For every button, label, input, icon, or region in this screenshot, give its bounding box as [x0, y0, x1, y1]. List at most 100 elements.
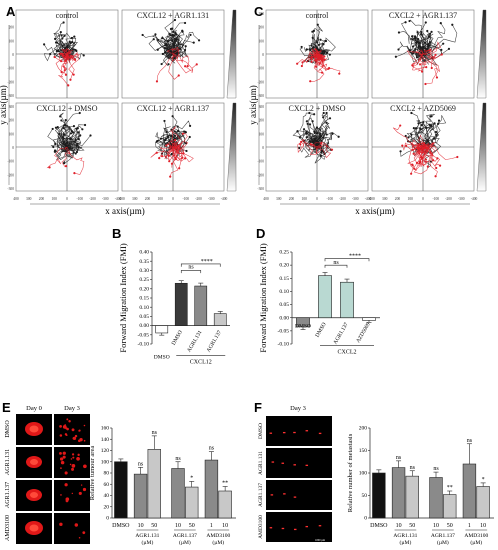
cell-track-endpoint	[72, 125, 76, 128]
cell-track	[148, 39, 174, 55]
cell-track	[305, 139, 322, 155]
axis-tick-label: -100	[7, 160, 14, 164]
data-bar	[405, 475, 419, 519]
cell-track-endpoint	[316, 23, 319, 26]
cell-track-endpoint	[430, 30, 433, 33]
cell-track-endpoint	[168, 160, 171, 163]
cell-track-endpoint	[433, 122, 436, 125]
tumour-cell-spot	[68, 419, 71, 423]
cell-track-endpoint	[181, 132, 185, 135]
cell-track-endpoint	[306, 122, 309, 125]
cell-track	[66, 124, 86, 148]
axis-tick-label: 0	[172, 197, 174, 201]
cell-track-endpoint	[425, 65, 428, 69]
category-label: DMSO	[315, 322, 328, 339]
cell-track-endpoint	[69, 78, 72, 81]
cell-track-endpoint	[302, 128, 306, 131]
y-tick-label: 0	[106, 516, 109, 522]
cell-track-endpoint	[319, 154, 323, 157]
axis-tick-label: 200	[9, 119, 15, 123]
significance-label: **	[222, 481, 228, 487]
cell-track	[150, 146, 174, 158]
cell-track-endpoint	[397, 48, 400, 51]
cell-track-endpoint	[404, 134, 407, 138]
y-axis-label: y axis(µm)	[248, 85, 258, 124]
cell-track-endpoint	[72, 151, 75, 154]
y-tick-label: 0.10	[139, 305, 149, 311]
cell-track-endpoint	[424, 158, 428, 161]
cell-track-endpoint	[438, 164, 442, 167]
cell-track-endpoint	[69, 42, 72, 45]
axis-tick-label: 100	[408, 197, 414, 201]
metastasis-spot	[293, 431, 296, 434]
column-header: Day 3	[64, 405, 80, 412]
tumour-cell-spot	[62, 451, 66, 455]
cell-track	[59, 133, 78, 152]
cell-track	[417, 39, 429, 56]
cell-track	[308, 50, 318, 58]
microscopy-tile-tail	[266, 512, 332, 542]
category-label: DMSO	[295, 324, 311, 330]
cell-track-endpoint	[64, 119, 67, 122]
cell-track-endpoint	[181, 30, 184, 33]
data-bar	[174, 282, 188, 326]
cell-track	[422, 49, 431, 55]
cell-track	[55, 44, 75, 55]
cell-track	[52, 139, 68, 149]
axis-tick-label: -400	[115, 197, 122, 201]
cell-track-endpoint	[81, 128, 84, 131]
cell-track-endpoint	[308, 111, 311, 115]
category-label: AGR1.137	[333, 322, 350, 346]
significance-label: ns	[410, 465, 416, 471]
category-label: AZD5069	[355, 322, 371, 345]
cell-track-endpoint	[320, 52, 324, 55]
axis-tick-label: 200	[9, 26, 15, 30]
tumour-cell-spot	[59, 434, 63, 437]
cell-track	[297, 139, 318, 154]
cell-track-endpoint	[299, 143, 302, 146]
cell-track	[422, 116, 438, 148]
cell-track	[313, 53, 328, 64]
cell-track-endpoint	[432, 137, 436, 140]
cell-track	[142, 34, 174, 55]
cell-track-endpoint	[170, 162, 174, 165]
cell-track-endpoint	[74, 48, 77, 52]
cell-track-endpoint	[411, 148, 415, 151]
cell-track-endpoint	[431, 142, 434, 145]
metastasis-spot	[283, 493, 286, 495]
cell-track-endpoint	[43, 43, 46, 46]
category-label: DMSO	[112, 523, 130, 529]
cell-track-endpoint	[82, 54, 85, 57]
y-tick-label: 160	[101, 426, 110, 432]
column-header: Day 3	[290, 405, 306, 412]
significance-bracket-ns	[180, 270, 202, 274]
cell-track-endpoint	[174, 139, 177, 142]
tumour-cell-spot	[71, 467, 75, 471]
y-tick-label: 20	[104, 504, 110, 510]
significance-label: *	[190, 475, 193, 481]
cell-track	[303, 123, 318, 148]
axis-tick-label: -100	[257, 160, 264, 164]
cell-track-endpoint	[296, 62, 299, 65]
cell-track-endpoint	[79, 134, 82, 137]
category-label: 50	[151, 523, 157, 529]
cell-track	[316, 112, 328, 148]
tumour-cell-spot	[59, 451, 62, 455]
category-label: 10	[175, 523, 181, 529]
y-tick-label: -0.05	[138, 332, 150, 338]
axis-tick-label: 0	[316, 197, 318, 201]
cell-track-endpoint	[192, 41, 195, 44]
cell-track-endpoint	[442, 42, 445, 45]
cell-track-endpoint	[440, 53, 443, 56]
axis-tick-label: 200	[259, 26, 265, 30]
tumour-cell-spot	[66, 418, 69, 421]
cell-track	[297, 53, 318, 64]
microscopy-tile-day3	[54, 513, 90, 544]
cell-track-endpoint	[319, 132, 322, 135]
category-label: AGR1.137	[206, 329, 223, 353]
row-label: AMD3100	[258, 515, 264, 539]
y-tick-label: 100	[359, 471, 368, 477]
cell-track	[60, 135, 81, 153]
cell-track-endpoint	[405, 144, 408, 148]
